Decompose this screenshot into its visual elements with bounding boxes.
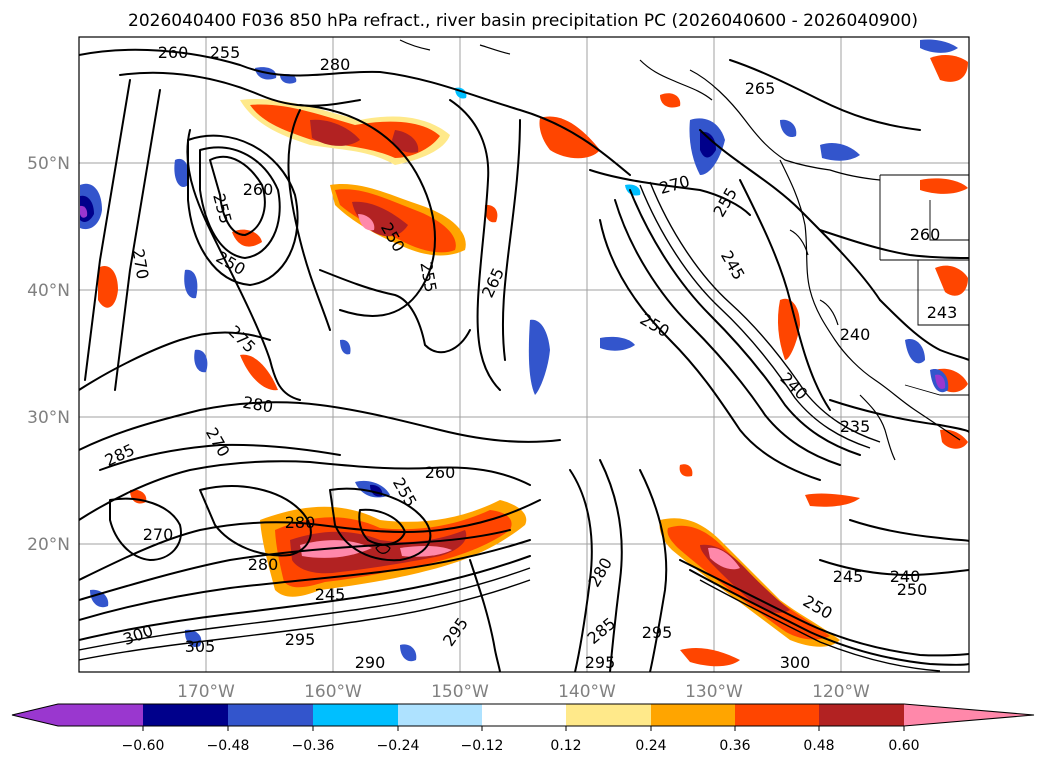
contour-label: 255 xyxy=(210,43,241,62)
lon-label: 130°W xyxy=(685,682,743,702)
contour-label: 280 xyxy=(248,555,279,574)
colorbar-tick-label: −0.48 xyxy=(207,738,250,754)
colorbar-tick-label: 0.24 xyxy=(635,738,666,754)
contour-label: 305 xyxy=(185,637,216,656)
lat-label: 40°N xyxy=(27,281,70,301)
contour-label: 280 xyxy=(320,55,351,74)
colorbar-max-extension xyxy=(904,704,1034,726)
coastlines xyxy=(375,39,961,554)
contour-label: 250 xyxy=(897,580,928,599)
contour-label: 265 xyxy=(745,79,776,98)
contour-labels: 260 255 280 265 260 255 250 270 250 255 … xyxy=(102,43,957,672)
contour-label: 235 xyxy=(840,417,871,436)
latitude-labels: 50°N 40°N 30°N 20°N xyxy=(27,154,70,555)
colorbar-tick-label: 0.48 xyxy=(803,738,834,754)
figure-title: 2026040400 F036 850 hPa refract., river … xyxy=(128,11,918,31)
contour-label: 300 xyxy=(780,653,811,672)
colorbar-tick-label: 0.12 xyxy=(550,738,581,754)
contour-label: 295 xyxy=(642,623,673,642)
lat-label: 20°N xyxy=(27,535,70,555)
colorbar-tick-label: 0.36 xyxy=(719,738,750,754)
contour-label: 245 xyxy=(315,585,346,604)
map-panel: 260 255 280 265 260 255 250 270 250 255 … xyxy=(78,36,970,673)
colorbar-segment xyxy=(398,704,482,726)
colorbar-tick-label: −0.24 xyxy=(377,738,420,754)
contour-label: 295 xyxy=(285,630,316,649)
negative-precip-areas xyxy=(80,39,958,662)
contour-label: 280 xyxy=(285,513,316,532)
longitude-labels: 170°W 160°W 150°W 140°W 130°W 120°W xyxy=(177,682,870,702)
refractivity-contours xyxy=(79,48,969,672)
colorbar: −0.60 −0.48 −0.36 −0.24 −0.12 0.12 0.24 … xyxy=(11,703,1035,754)
contour-label: 270 xyxy=(143,525,174,544)
colorbar-tick-label: −0.36 xyxy=(292,738,335,754)
contour-label: 260 xyxy=(425,463,456,482)
map-background xyxy=(79,37,969,672)
lon-label: 170°W xyxy=(177,682,235,702)
contour-label: 240 xyxy=(890,567,921,586)
colorbar-tick-label: −0.12 xyxy=(461,738,504,754)
contour-label: 245 xyxy=(833,567,864,586)
contour-label: 260 xyxy=(158,43,189,62)
lon-label: 120°W xyxy=(812,682,870,702)
lat-label: 30°N xyxy=(27,408,70,428)
contour-label: 243 xyxy=(927,303,958,322)
colorbar-segment xyxy=(482,704,566,726)
colorbar-segment xyxy=(819,704,904,726)
contour-label: 260 xyxy=(243,180,274,199)
lon-label: 160°W xyxy=(304,682,362,702)
colorbar-tick-label: 0.60 xyxy=(888,738,919,754)
lat-label: 50°N xyxy=(27,154,70,174)
colorbar-tick-label: −0.60 xyxy=(122,738,165,754)
colorbar-segment xyxy=(143,704,228,726)
contour-label: 260 xyxy=(910,225,941,244)
contour-label: 290 xyxy=(355,653,386,672)
colorbar-segment xyxy=(313,704,398,726)
lon-label: 150°W xyxy=(431,682,489,702)
contour-label: 240 xyxy=(840,325,871,344)
colorbar-min-extension xyxy=(12,704,58,726)
colorbar-outline xyxy=(11,703,1035,727)
colorbar-segment xyxy=(228,704,313,726)
map-frame xyxy=(78,36,970,673)
colorbar-segment xyxy=(651,704,735,726)
contour-label: 295 xyxy=(585,653,616,672)
colorbar-segment xyxy=(58,704,143,726)
political-borders xyxy=(879,174,969,396)
lon-label: 140°W xyxy=(558,682,616,702)
colorbar-segment xyxy=(566,704,651,726)
colorbar-segment xyxy=(735,704,819,726)
